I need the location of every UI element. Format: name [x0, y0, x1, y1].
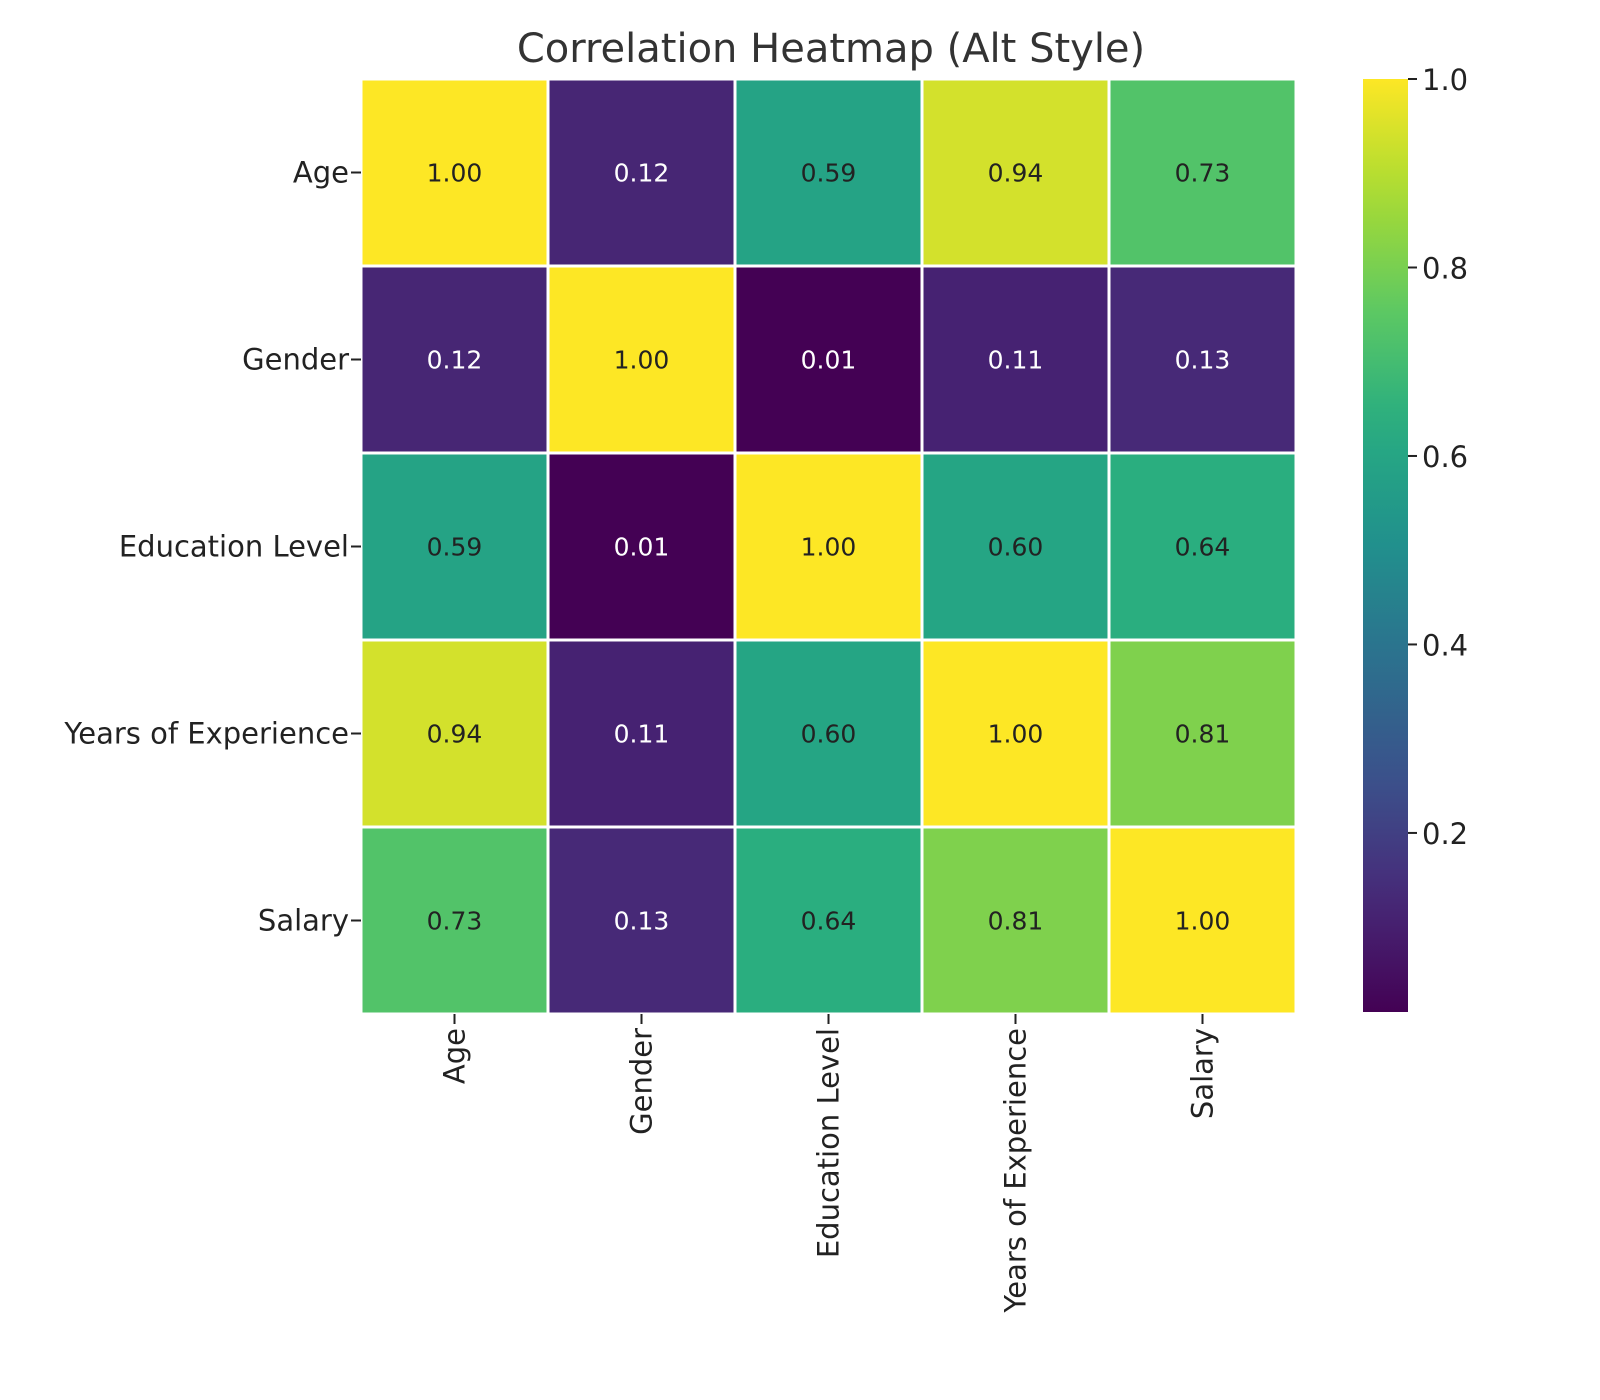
column-tick-label-gender: Gender [625, 1028, 659, 1135]
cell-value-label: 1.00 [427, 159, 483, 188]
heatmap-cell-years-of-experience-years-of-experience [920, 638, 1111, 829]
heatmap-cell-salary-gender [546, 825, 737, 1016]
cell-value-label: 0.73 [1175, 159, 1231, 188]
heatmap-cell-salary-age [359, 825, 550, 1016]
cell-value-label: 0.12 [614, 159, 670, 188]
column-tick-label-years-of-experience: Years of Experience [999, 1028, 1033, 1314]
heatmap-cell-years-of-experience-education-level [733, 638, 924, 829]
cell-value-label: 0.81 [1175, 720, 1231, 749]
colorbar-tick-label: 0.4 [1422, 628, 1468, 662]
cell-value-label: 0.59 [801, 159, 857, 188]
column-tick-label-salary: Salary [1186, 1028, 1220, 1119]
heatmap-cell-years-of-experience-gender [546, 638, 737, 829]
heatmap-cell-years-of-experience-salary [1107, 638, 1298, 829]
cell-value-label: 0.01 [614, 533, 670, 562]
heatmap-cell-age-gender [546, 77, 737, 268]
row-tick-label-salary: Salary [258, 904, 349, 938]
heatmap-cell-age-years-of-experience [920, 77, 1111, 268]
row-tick-label-gender: Gender [242, 343, 349, 377]
cell-value-label: 0.59 [427, 533, 483, 562]
heatmap-cell-age-education-level [733, 77, 924, 268]
column-tick-labels: Age Gender Education Level Years of Experie… [438, 1014, 1220, 1314]
cell-value-label: 0.60 [801, 720, 857, 749]
cell-value-label: 1.00 [614, 346, 670, 375]
heatmap-cell-gender-salary [1107, 264, 1298, 455]
heatmap-cell-gender-education-level [733, 264, 924, 455]
column-tick-label-education-level: Education Level [812, 1028, 846, 1258]
cell-value-label: 0.12 [427, 346, 483, 375]
heatmap-cell-education-level-years-of-experience [920, 451, 1111, 642]
heatmap-cells: 1.00 0.12 0.59 0.94 0.73 0.12 1.00 0.01 0.11 0.13… [359, 77, 1298, 1016]
cell-value-label: 0.94 [988, 159, 1044, 188]
cell-value-label: 0.64 [801, 907, 857, 936]
colorbar-tick-label: 0.2 [1422, 817, 1468, 851]
colorbar-tick-label: 0.8 [1422, 251, 1468, 285]
colorbar-tick-label: 0.6 [1422, 440, 1468, 474]
cell-value-label: 0.60 [988, 533, 1044, 562]
colorbar: 0.2 0.4 0.6 0.8 1.0 [1363, 63, 1468, 1012]
heatmap-cell-age-age [359, 77, 550, 268]
cell-value-label: 0.13 [614, 907, 670, 936]
row-tick-label-age: Age [293, 156, 349, 190]
cell-value-label: 0.64 [1175, 533, 1231, 562]
cell-value-label: 0.11 [614, 720, 670, 749]
chart-title: Correlation Heatmap (Alt Style) [517, 26, 1145, 72]
row-tick-label-education-level: Education Level [119, 530, 349, 564]
cell-value-label: 0.13 [1175, 346, 1231, 375]
colorbar-tick-label: 1.0 [1422, 63, 1468, 97]
cell-value-label: 1.00 [801, 533, 857, 562]
heatmap-cell-education-level-gender [546, 451, 737, 642]
row-tick-label-years-of-experience: Years of Experience [63, 717, 349, 751]
cell-value-label: 0.94 [427, 720, 483, 749]
heatmap-cell-salary-education-level [733, 825, 924, 1016]
cell-value-label: 1.00 [1175, 907, 1231, 936]
colorbar-gradient [1363, 79, 1408, 1012]
cell-value-label: 0.73 [427, 907, 483, 936]
cell-value-label: 0.11 [988, 346, 1044, 375]
cell-value-label: 0.01 [801, 346, 857, 375]
cell-value-label: 0.81 [988, 907, 1044, 936]
row-tick-labels: Age Gender Education Level Years of Experie… [63, 156, 361, 938]
heatmap-cell-salary-salary [1107, 825, 1298, 1016]
cell-value-label: 1.00 [988, 720, 1044, 749]
column-tick-label-age: Age [438, 1028, 472, 1084]
